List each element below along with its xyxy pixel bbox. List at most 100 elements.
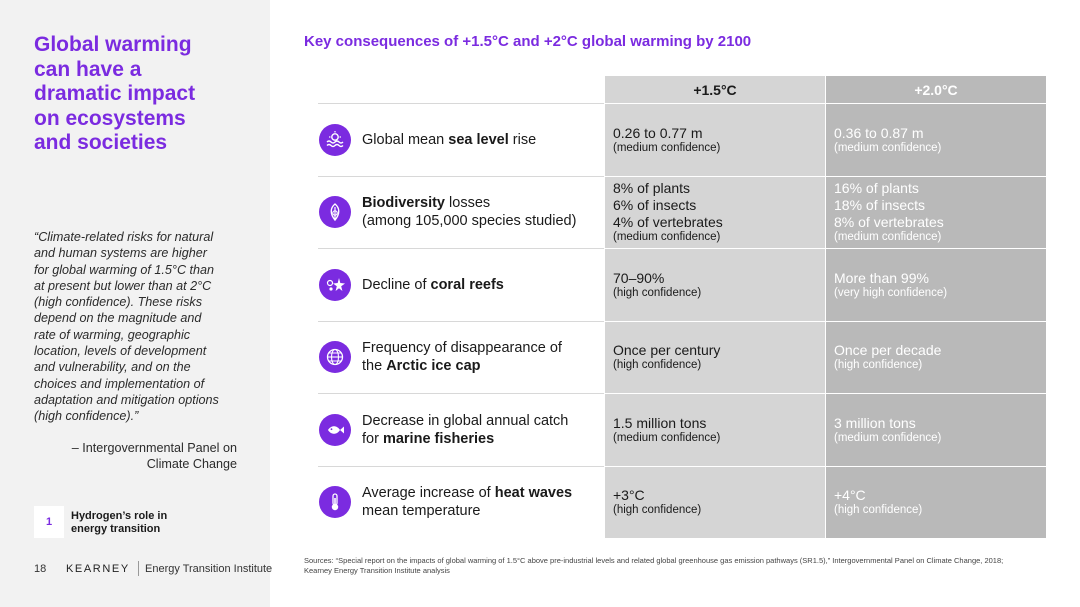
table-row: Average increase of heat waves mean temp… <box>318 465 1046 539</box>
quote-line: rate of warming, geographic <box>34 327 191 342</box>
confidence-label: (medium confidence) <box>613 231 721 244</box>
value-cell-1-5c: +3°C (high confidence) <box>605 465 825 538</box>
brand-subtitle: Energy Transition Institute <box>145 563 273 575</box>
value-cell-1-5c: 1.5 million tons (medium confidence) <box>605 393 825 466</box>
quote-line: at present but lower than at 2°C <box>34 278 212 293</box>
row-label: Average increase of heat waves mean temp… <box>362 485 573 520</box>
value-main: Once per decade <box>834 342 942 359</box>
value-main: 6% of insects <box>613 197 697 214</box>
value-cell-1-5c: 0.26 to 0.77 m (medium confidence) <box>605 103 825 176</box>
sea-level-icon <box>319 123 351 156</box>
value-main: 8% of plants <box>613 180 691 197</box>
quote-line: location, levels of development <box>34 344 207 359</box>
headline: Global warming can have a dramatic impac… <box>34 33 254 156</box>
headline-line: can have a <box>34 57 142 81</box>
quote-attribution: – Intergovernmental Panel on Climate Cha… <box>34 440 237 473</box>
left-panel <box>0 0 270 607</box>
row-label-cell: Frequency of disappearance of the Arctic… <box>318 320 604 394</box>
column-header-1-5c: +1.5°C <box>605 76 825 103</box>
confidence-label: (medium confidence) <box>613 141 721 154</box>
table-row: Decline of coral reefs 70–90% (high conf… <box>318 248 1046 321</box>
row-label: Frequency of disappearance of the Arctic… <box>362 340 562 375</box>
coral-reef-icon <box>319 268 351 301</box>
table-row: Biodiversity losses (among 105,000 speci… <box>318 175 1046 249</box>
value-main: 16% of plants <box>834 180 919 197</box>
row-label: Decrease in global annual catch for mari… <box>362 412 569 447</box>
value-cell-1-5c: Once per century (high confidence) <box>605 320 825 393</box>
quote-line: (high confidence).” <box>34 409 139 424</box>
quote-line: depend on the magnitude and <box>34 311 202 326</box>
value-cell-2-0c: 16% of plants 18% of insects 8% of verte… <box>826 175 1046 248</box>
value-cell-2-0c: More than 99% (very high confidence) <box>826 248 1046 321</box>
value-main: 0.36 to 0.87 m <box>834 124 924 141</box>
row-label-cell: Average increase of heat waves mean temp… <box>318 465 604 539</box>
headline-line: Global warming <box>34 33 192 56</box>
row-label-cell: Decline of coral reefs <box>318 248 604 321</box>
header-blank <box>318 76 604 103</box>
quote-line: (high confidence). These risks <box>34 295 202 310</box>
confidence-label: (high confidence) <box>613 286 702 299</box>
footer-divider <box>138 561 139 576</box>
value-cell-2-0c: +4°C (high confidence) <box>826 465 1046 538</box>
value-main: 0.26 to 0.77 m <box>613 124 703 141</box>
value-main: 70–90% <box>613 269 665 286</box>
value-main: More than 99% <box>834 269 929 286</box>
row-label: Decline of coral reefs <box>362 276 504 293</box>
value-main: 8% of vertebrates <box>834 214 944 231</box>
table-row: Global mean sea level rise 0.26 to 0.77 … <box>318 103 1046 176</box>
quote-line: “Climate-related risks for natural <box>34 230 214 244</box>
thermometer-icon <box>319 486 351 519</box>
quote-line: and human systems are higher <box>34 246 207 261</box>
biodiversity-icon <box>319 196 351 229</box>
row-label: Global mean sea level rise <box>362 131 537 148</box>
fish-icon <box>319 413 351 446</box>
row-label: Biodiversity losses (among 105,000 speci… <box>362 195 577 230</box>
brand-logo: KEARNEY <box>66 563 130 575</box>
value-cell-1-5c: 70–90% (high confidence) <box>605 248 825 321</box>
row-label-cell: Global mean sea level rise <box>318 103 604 176</box>
value-main: 3 million tons <box>834 414 916 431</box>
confidence-label: (medium confidence) <box>834 141 942 154</box>
value-main: +3°C <box>613 487 645 504</box>
table-row: Decrease in global annual catch for mari… <box>318 393 1046 466</box>
attribution-line: – Intergovernmental Panel on <box>71 441 237 455</box>
row-label-cell: Biodiversity losses (among 105,000 speci… <box>318 175 604 249</box>
row-label-cell: Decrease in global annual catch for mari… <box>318 393 604 466</box>
ipcc-quote: “Climate-related risks for natural and h… <box>34 229 246 425</box>
value-main: 18% of insects <box>834 197 926 214</box>
quote-line: for global warming of 1.5°C than <box>34 262 215 277</box>
confidence-label: (medium confidence) <box>834 431 942 444</box>
page-number: 18 <box>34 563 47 575</box>
chapter-label-line: Hydrogen’s role in <box>71 510 168 522</box>
sources-line: Sources: “Special report on the impacts … <box>304 556 1004 565</box>
value-main: 1.5 million tons <box>613 414 707 431</box>
confidence-label: (medium confidence) <box>834 231 942 244</box>
quote-line: and vulnerability, and on the <box>34 360 191 375</box>
column-header-2-0c: +2.0°C <box>826 76 1046 103</box>
slide-title: Key consequences of +1.5°C and +2°C glob… <box>304 33 752 50</box>
value-main: Once per century <box>613 342 721 359</box>
confidence-label: (high confidence) <box>613 504 702 517</box>
confidence-label: (high confidence) <box>613 359 702 372</box>
table-header: +1.5°C +2.0°C <box>318 76 1046 103</box>
attribution-line: Climate Change <box>146 457 237 472</box>
confidence-label: (high confidence) <box>834 359 923 372</box>
value-cell-2-0c: 3 million tons (medium confidence) <box>826 393 1046 466</box>
quote-line: choices and implementation of <box>34 376 205 391</box>
sources-line: Kearney Energy Transition Institute anal… <box>304 565 450 575</box>
globe-icon <box>319 341 351 374</box>
headline-line: on ecosystems <box>34 106 186 130</box>
chapter-label-line: energy transition <box>71 523 161 535</box>
value-cell-2-0c: 0.36 to 0.87 m (medium confidence) <box>826 103 1046 176</box>
value-main: 4% of vertebrates <box>613 214 723 231</box>
quote-line: adaptation and mitigation options <box>34 392 219 407</box>
confidence-label: (medium confidence) <box>613 431 721 444</box>
confidence-label: (high confidence) <box>834 504 923 517</box>
sources-note: Sources: “Special report on the impacts … <box>304 556 1044 575</box>
confidence-label: (very high confidence) <box>834 286 948 299</box>
headline-line: and societies <box>34 131 168 154</box>
consequences-table: +1.5°C +2.0°C Global mean sea level rise… <box>318 76 1046 538</box>
value-cell-2-0c: Once per decade (high confidence) <box>826 320 1046 393</box>
chapter-label: Hydrogen’s role in energy transition <box>71 510 221 536</box>
chapter-number-badge: 1 <box>34 506 64 538</box>
